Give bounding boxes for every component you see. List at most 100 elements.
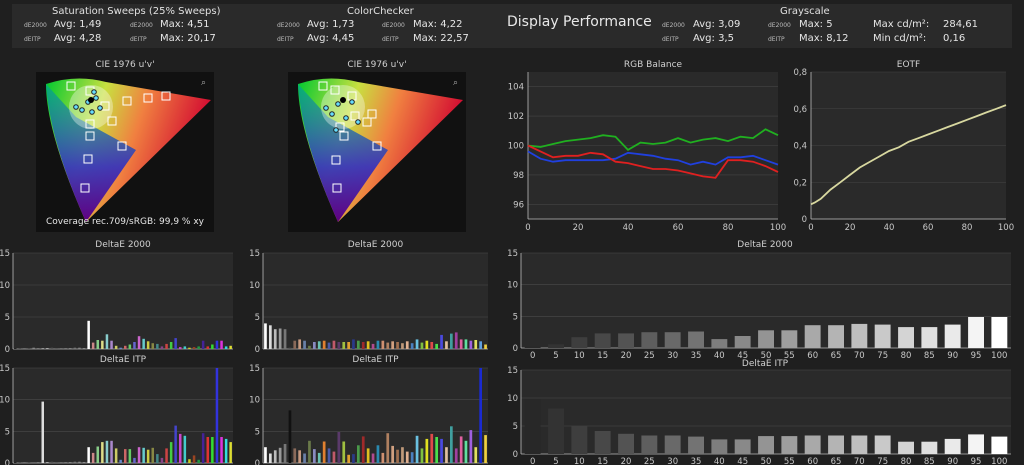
y-tick-label: 10: [507, 394, 518, 404]
bar: [18, 462, 22, 463]
bar: [991, 436, 1008, 454]
bar: [169, 442, 173, 463]
bar: [151, 447, 154, 463]
grayscale-title: Grayscale: [780, 6, 830, 17]
bar: [381, 340, 385, 349]
bar: [357, 445, 360, 463]
bar: [921, 441, 938, 454]
bar: [69, 348, 72, 349]
bar: [594, 431, 611, 454]
bar: [337, 342, 341, 349]
cie-right-diagram: ⌕: [298, 78, 463, 222]
gs-row1-label1: dE2000: [662, 22, 685, 29]
bar: [874, 435, 891, 454]
bar: [188, 347, 191, 349]
bar: [288, 410, 292, 463]
bar: [50, 461, 54, 463]
bar: [23, 348, 26, 349]
bar: [288, 347, 292, 349]
cc-row1-label2: dE2000: [382, 22, 405, 29]
bar: [160, 346, 164, 349]
y-tick-label: 15: [249, 249, 260, 259]
x-tick-label: 100: [991, 457, 1007, 465]
cie-left-target-square: [107, 116, 117, 126]
bar: [711, 339, 728, 348]
gs-row2-label1: dEITP: [662, 36, 679, 43]
cie-right-target-square: [318, 81, 328, 91]
cie-left-point: [97, 105, 103, 111]
bar: [342, 342, 346, 349]
cc-row1-avg: Avg: 1,73: [307, 19, 355, 30]
bar: [347, 454, 350, 463]
bar: [59, 462, 63, 463]
bar: [524, 399, 541, 454]
bar: [165, 448, 168, 463]
cie-left-zoom-icon[interactable]: ⌕: [201, 78, 206, 88]
bar: [758, 436, 774, 454]
cie-left-target-square: [66, 81, 76, 91]
cie-left-diagram: ⌕: [46, 78, 211, 222]
x-tick-label: 25: [644, 457, 655, 465]
gs-row1-label2: dE2000: [768, 22, 791, 29]
bar: [55, 462, 58, 463]
bar: [224, 346, 228, 349]
eotf-title: EOTF: [896, 60, 921, 70]
x-tick-label: 35: [691, 457, 702, 465]
bar: [464, 339, 468, 349]
cie-left-white-glow: [69, 85, 113, 129]
x-tick-label: 60: [923, 223, 934, 233]
rgb-title: RGB Balance: [623, 60, 683, 70]
bar: [425, 438, 429, 463]
bar: [220, 340, 223, 349]
bar: [46, 462, 49, 463]
bar: [484, 344, 487, 349]
x-tick-label: 15: [597, 457, 608, 465]
bar: [27, 348, 31, 349]
header-panel: Saturation Sweeps (25% Sweeps) dE2000 Av…: [12, 4, 1012, 48]
bar: [664, 435, 681, 454]
bar: [425, 340, 429, 349]
bar: [165, 343, 168, 349]
y-tick-label: 5: [5, 427, 10, 437]
bar: [273, 450, 277, 463]
x-tick-label: 90: [947, 457, 958, 465]
bar: [342, 441, 346, 463]
x-tick-label: 80: [901, 351, 912, 361]
sat-row2-label1: dEITP: [24, 36, 41, 43]
bar: [874, 324, 891, 348]
bar: [420, 342, 424, 349]
cie-right-zoom-icon[interactable]: ⌕: [453, 78, 458, 88]
bar: [851, 435, 868, 454]
bar: [14, 462, 17, 463]
bar: [828, 435, 844, 454]
sat-row2-avg: Avg: 4,28: [54, 33, 102, 44]
cc-itp-title: DeltaE ITP: [352, 355, 399, 365]
gs-row2-max: Max: 8,12: [799, 33, 849, 44]
bar: [137, 447, 141, 463]
bar: [391, 341, 394, 349]
bar: [201, 340, 205, 349]
bar: [371, 453, 375, 463]
bar: [146, 341, 150, 349]
bar: [991, 317, 1008, 348]
bar: [128, 449, 132, 463]
bar: [618, 333, 634, 348]
bar: [450, 333, 453, 349]
bar: [921, 327, 938, 348]
bar: [18, 348, 22, 349]
bar: [464, 440, 468, 463]
bar: [445, 341, 448, 349]
bar: [146, 449, 150, 463]
bar: [78, 461, 81, 463]
bar: [293, 340, 297, 349]
series-line: [527, 150, 779, 166]
bar: [641, 435, 658, 454]
bar: [73, 347, 77, 349]
bar: [405, 341, 409, 349]
x-tick-label: 20: [621, 351, 632, 361]
y-tick-label: 102: [508, 112, 524, 122]
cc-row2-avg: Avg: 4,45: [307, 33, 355, 44]
bar: [14, 348, 17, 349]
x-tick-label: 15: [597, 351, 608, 361]
cie-right-target-square: [362, 117, 372, 127]
